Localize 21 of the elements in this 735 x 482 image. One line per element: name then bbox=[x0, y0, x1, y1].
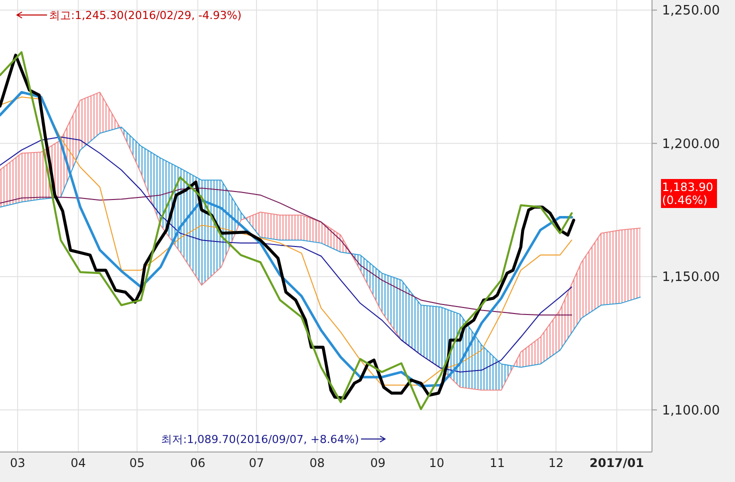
y-tick-label: 1,100.00 bbox=[662, 403, 720, 418]
text: 1,183.90 (0.46%) bbox=[662, 180, 714, 207]
x-tick-label: 2017/01 bbox=[590, 456, 644, 470]
line-series bbox=[0, 188, 572, 316]
x-tick-label: 11 bbox=[490, 456, 505, 470]
x-tick-label: 12 bbox=[548, 456, 564, 470]
x-tick-label: 04 bbox=[70, 456, 86, 470]
annotation: 최저:1,089.70(2016/09/07, +8.64%) bbox=[161, 433, 359, 446]
y-tick-label: 1,200.00 bbox=[662, 136, 720, 152]
x-tick-label: 09 bbox=[370, 456, 386, 470]
x-tick-label: 03 bbox=[10, 456, 26, 470]
y-tick-label: 1,250.00 bbox=[662, 4, 720, 19]
line-series bbox=[0, 136, 572, 373]
y-tick-label: 1,150.00 bbox=[662, 270, 720, 286]
x-tick-label: 08 bbox=[310, 456, 325, 470]
annotation: 최고:1,245.30(2016/02/29, -4.93%) bbox=[49, 9, 242, 22]
x-tick-label: 05 bbox=[129, 456, 145, 470]
x-tick-label: 10 bbox=[428, 456, 444, 470]
x-tick-label: 06 bbox=[190, 456, 206, 470]
line-series bbox=[0, 126, 641, 368]
x-tick-label: 07 bbox=[248, 456, 264, 470]
